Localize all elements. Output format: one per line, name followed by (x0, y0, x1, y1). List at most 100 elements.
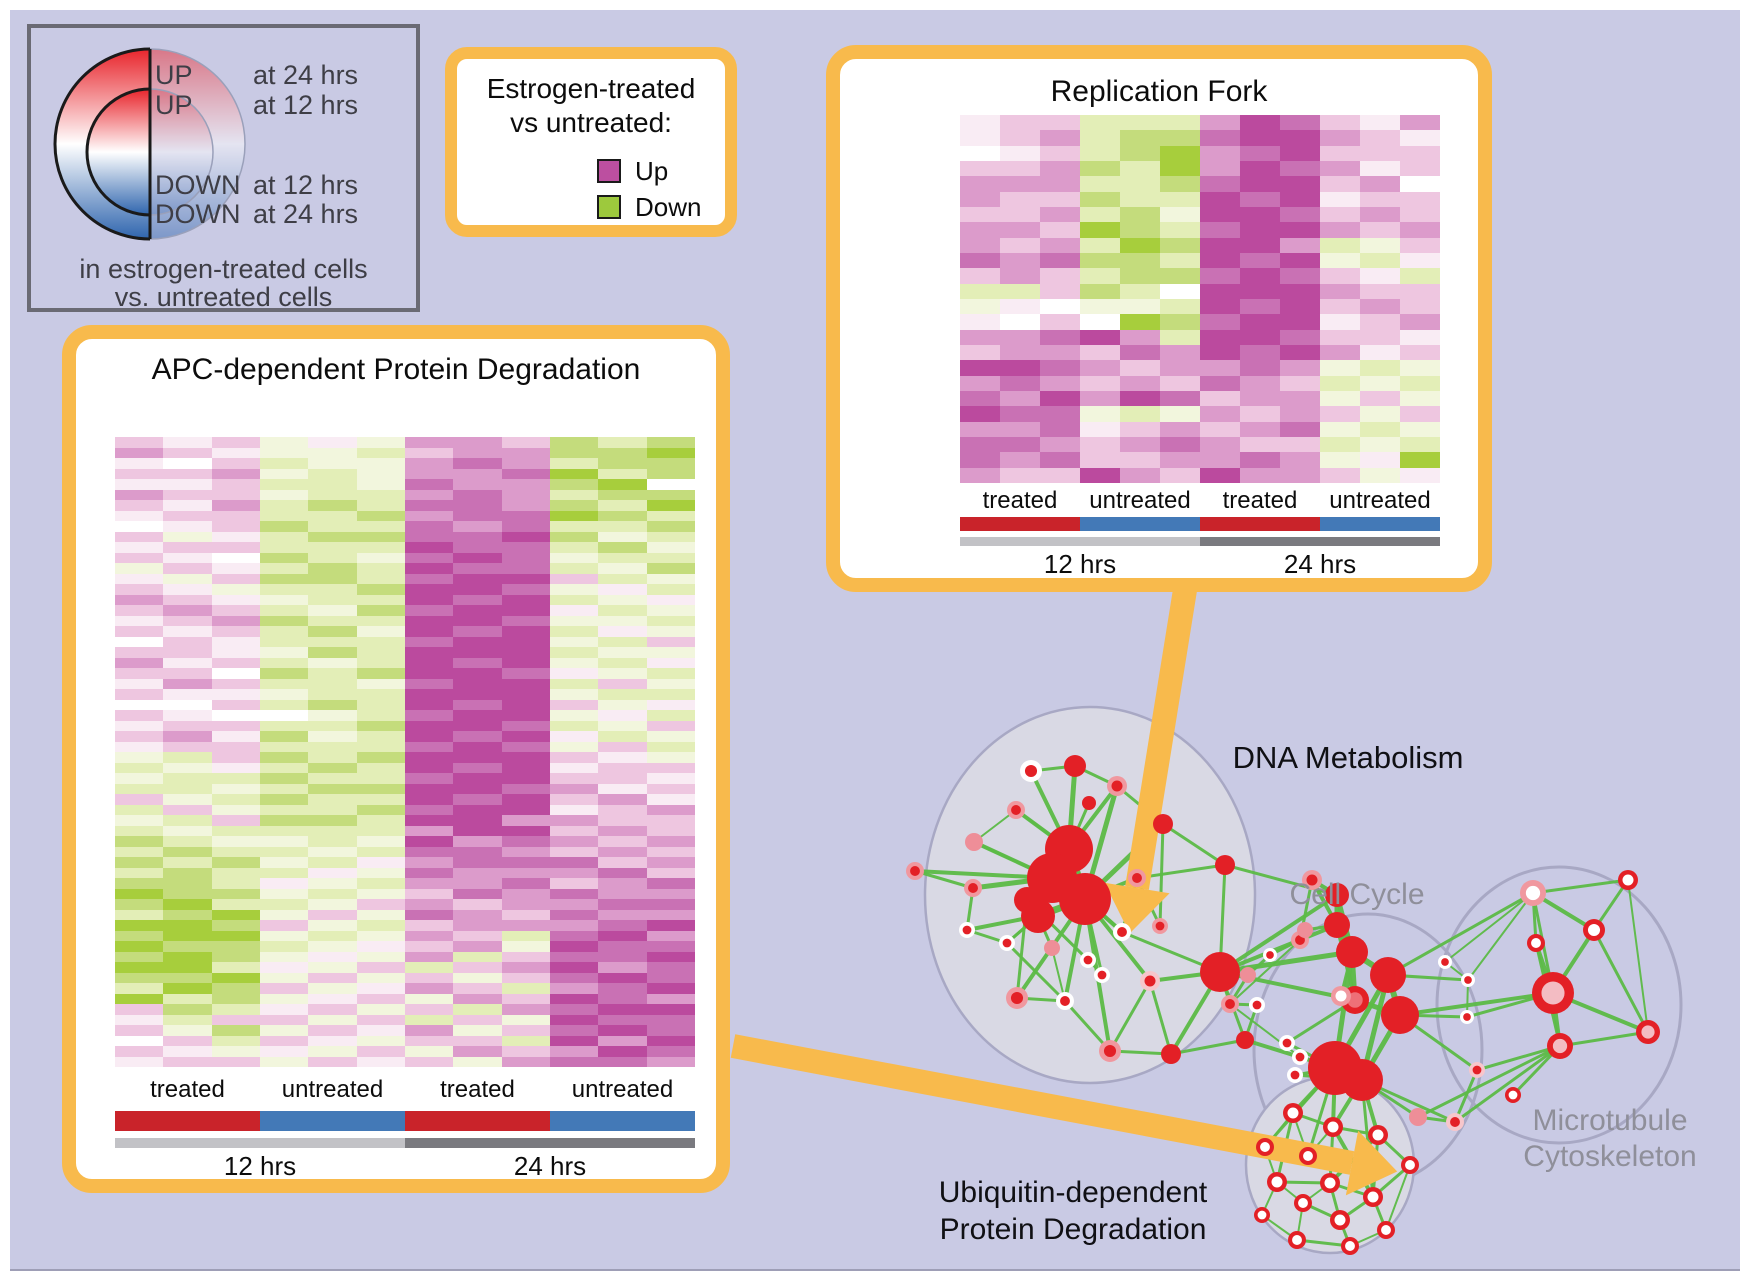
heatmap-cell (549, 815, 599, 826)
heatmap-cell (1400, 176, 1440, 192)
heatmap-cell (549, 1046, 599, 1057)
heatmap-cell (163, 794, 212, 805)
heatmap-cell (356, 962, 405, 973)
heatmap-cell (598, 741, 647, 752)
heatmap-cell (211, 594, 260, 605)
heatmap-cell (163, 563, 212, 574)
gene-node-core (1024, 764, 1038, 778)
heatmap-cell (115, 857, 164, 868)
heatmap-cell (356, 615, 405, 626)
apc-group-label-4: untreated (571, 1076, 674, 1103)
heatmap-cell (501, 825, 550, 836)
heatmap-cell (1160, 467, 1200, 483)
heatmap-cell (598, 825, 647, 836)
heatmap-cell (1280, 298, 1320, 315)
heatmap-cell (115, 1014, 164, 1025)
heatmap-cell (308, 605, 357, 616)
heatmap-cell (163, 1014, 212, 1025)
heatmap-cell (549, 993, 599, 1004)
gene-node-solid (1064, 755, 1086, 777)
heatmap-cell (259, 972, 309, 983)
heatmap-cell (211, 783, 260, 794)
heatmap-cell (259, 447, 309, 458)
heatmap-cell (1400, 360, 1440, 376)
heatmap-cell (1200, 191, 1240, 207)
dial-up-12-word: UP (155, 90, 193, 120)
heatmap-cell (356, 1035, 405, 1046)
heatmap-cell (453, 794, 502, 805)
heatmap-cell (115, 458, 164, 469)
heatmap-cell (1120, 237, 1160, 253)
heatmap-cell (646, 500, 695, 511)
heatmap-cell (404, 878, 454, 889)
heatmap-cell (356, 573, 405, 584)
heatmap-cell (356, 773, 405, 784)
heatmap-cell (1400, 222, 1440, 238)
heatmap-cell (501, 657, 550, 668)
heatmap-cell (259, 815, 309, 826)
dna-metabolism-label: DNA Metabolism (1232, 740, 1464, 775)
heatmap-cell (356, 500, 405, 511)
up-color-swatch (597, 159, 621, 183)
heatmap-cell (1240, 160, 1280, 177)
heatmap-cell (453, 836, 502, 847)
heatmap-cell (960, 467, 1000, 483)
heatmap-cell (308, 878, 357, 889)
time-bar-segment-12 hrs (960, 537, 1200, 546)
heatmap-cell (549, 510, 599, 521)
heatmap-cell (501, 605, 550, 616)
heatmap-cell (356, 510, 405, 521)
heatmap-cell (1160, 436, 1200, 453)
heatmap-cell (115, 510, 164, 521)
heatmap-cell (308, 972, 357, 983)
apc-group-label-1: treated (150, 1076, 225, 1103)
heatmap-cell (1400, 344, 1440, 361)
heatmap-cell (549, 888, 599, 899)
heatmap-cell (211, 752, 260, 763)
heatmap-cell (598, 773, 647, 784)
heatmap-cell (501, 636, 550, 647)
heatmap-cell (308, 741, 357, 752)
heatmap-cell (1280, 283, 1320, 299)
heatmap-cell (1000, 436, 1040, 453)
heatmap-cell (1240, 314, 1280, 330)
heatmap-cell (501, 573, 550, 584)
heatmap-cell (1360, 360, 1400, 376)
heatmap-cell (501, 888, 550, 899)
heatmap-cell (211, 1004, 260, 1015)
heatmap-cell (211, 1046, 260, 1057)
heatmap-cell (549, 752, 599, 763)
heatmap-cell (211, 899, 260, 910)
outer-left-arc (53, 47, 151, 241)
heatmap-cell (549, 951, 599, 962)
heatmap-cell (308, 752, 357, 763)
heatmap-cell (356, 720, 405, 731)
heatmap-cell (211, 888, 260, 899)
heatmap-cell (1360, 130, 1400, 146)
network-edge (1627, 879, 1649, 1033)
heatmap-cell (404, 804, 454, 815)
network-edge (913, 869, 975, 890)
heatmap-cell (453, 752, 502, 763)
heatmap-cell (115, 500, 164, 511)
heatmap-cell (211, 531, 260, 542)
heatmap-cell (1200, 115, 1240, 131)
heatmap-cell (211, 447, 260, 458)
heatmap-cell (308, 447, 357, 458)
heatmap-cell (598, 468, 647, 479)
heatmap-cell (211, 794, 260, 805)
gene-node-solid (1341, 1059, 1383, 1101)
heatmap-cell (1320, 206, 1360, 223)
heatmap-cell (163, 731, 212, 742)
heatmap-cell (549, 804, 599, 815)
heatmap-cell (211, 909, 260, 920)
heatmap-cell (960, 237, 1000, 253)
heatmap-cell (259, 594, 309, 605)
gene-node-core (1002, 938, 1012, 948)
heatmap-cell (1040, 421, 1080, 437)
heatmap-cell (163, 720, 212, 731)
heatmap-cell (308, 689, 357, 700)
heatmap-cell (646, 437, 695, 448)
heatmap-cell (453, 972, 502, 983)
